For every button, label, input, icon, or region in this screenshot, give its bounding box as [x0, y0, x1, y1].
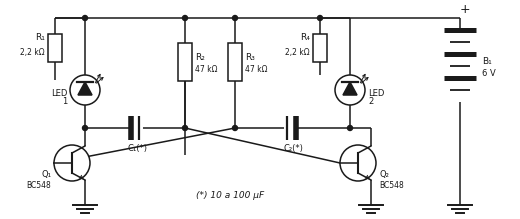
Text: R₄: R₄ — [300, 34, 310, 42]
Text: LED: LED — [368, 88, 384, 97]
Circle shape — [83, 125, 87, 131]
Circle shape — [340, 145, 376, 181]
Text: R₂: R₂ — [195, 53, 205, 62]
Circle shape — [318, 16, 322, 21]
Text: B₁: B₁ — [482, 57, 492, 65]
Text: 2: 2 — [368, 97, 373, 106]
Text: C₁(*): C₁(*) — [127, 144, 147, 153]
Circle shape — [54, 145, 90, 181]
Text: BC548: BC548 — [379, 180, 404, 189]
Text: 2,2 kΩ: 2,2 kΩ — [20, 48, 45, 57]
Text: LED: LED — [50, 88, 67, 97]
Circle shape — [232, 125, 238, 131]
Circle shape — [335, 75, 365, 105]
Polygon shape — [343, 82, 357, 95]
Text: 1: 1 — [62, 97, 67, 106]
Text: (*) 10 a 100 μF: (*) 10 a 100 μF — [196, 191, 264, 200]
Text: Q₂: Q₂ — [379, 171, 389, 180]
Circle shape — [70, 75, 100, 105]
Bar — [178, 43, 192, 81]
Text: BC548: BC548 — [26, 180, 51, 189]
Bar — [313, 34, 327, 62]
Circle shape — [183, 125, 188, 131]
Text: C₂(*): C₂(*) — [283, 144, 303, 153]
Text: +: + — [460, 3, 470, 16]
Text: R₁: R₁ — [35, 34, 45, 42]
Circle shape — [83, 16, 87, 21]
Text: 47 kΩ: 47 kΩ — [245, 65, 267, 74]
Text: Q₁: Q₁ — [41, 171, 51, 180]
Bar — [228, 43, 242, 81]
Text: 2,2 kΩ: 2,2 kΩ — [285, 48, 310, 57]
Circle shape — [232, 16, 238, 21]
Bar — [48, 34, 62, 62]
Circle shape — [183, 16, 188, 21]
Polygon shape — [78, 82, 92, 95]
Circle shape — [347, 125, 353, 131]
Text: R₃: R₃ — [245, 53, 255, 62]
Text: 47 kΩ: 47 kΩ — [195, 65, 217, 74]
Text: 6 V: 6 V — [482, 69, 496, 78]
